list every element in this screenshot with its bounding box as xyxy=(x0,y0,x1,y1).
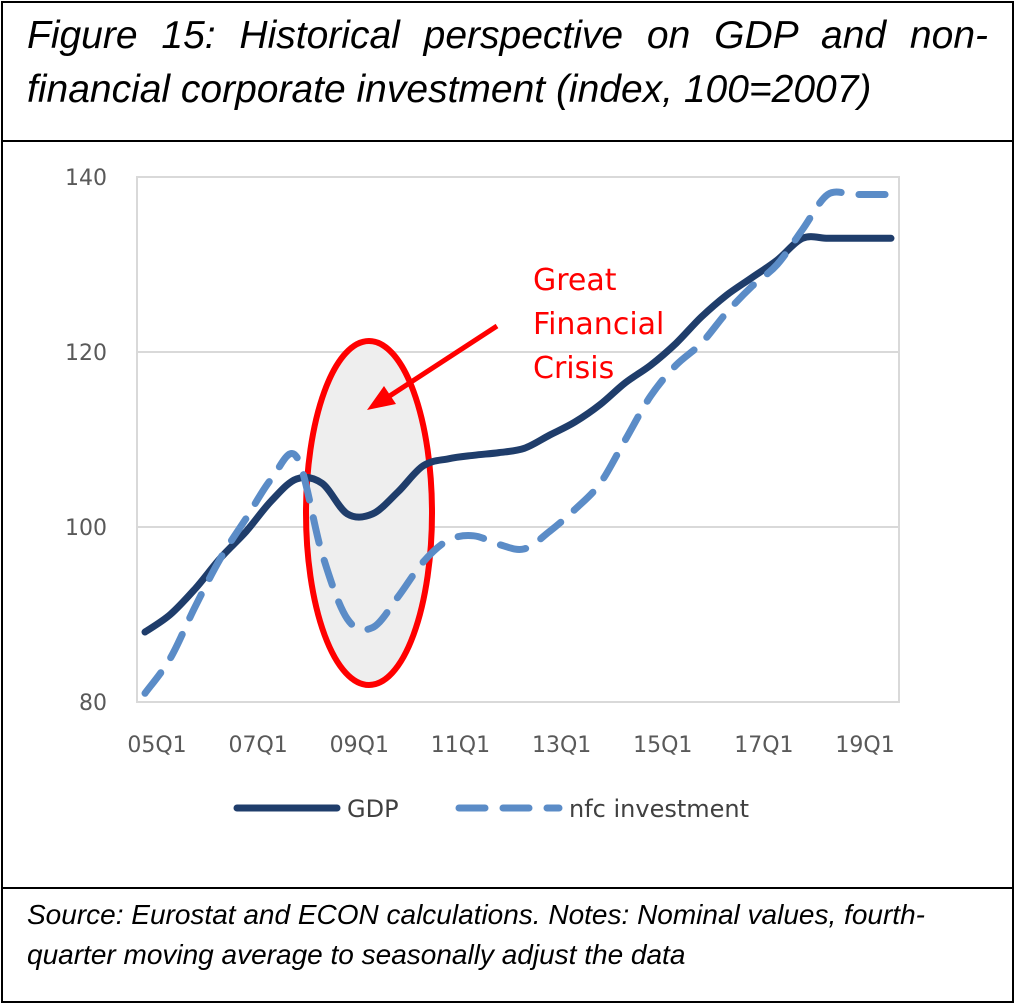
x-tick-label: 15Q1 xyxy=(633,733,692,758)
series-line-gdp xyxy=(141,233,895,636)
source-box: Source: Eurostat and ECON calculations. … xyxy=(3,887,1012,1005)
line-chart: 80 100 120 140 05Q1 07Q1 09Q1 11Q1 13Q1 15Q1 17Q1… xyxy=(65,166,900,823)
y-tick-labels: 80 100 120 140 xyxy=(65,166,107,716)
source-note: Source: Eurostat and ECON calculations. … xyxy=(27,899,925,970)
legend: GDP nfc investment xyxy=(233,795,749,823)
series-lines xyxy=(141,188,895,697)
crisis-label: Great Financial Crisis xyxy=(533,263,664,386)
gridlines xyxy=(137,176,899,528)
y-tick-label: 120 xyxy=(65,341,107,366)
chart-area: 80 100 120 140 05Q1 07Q1 09Q1 11Q1 13Q1 15Q1 17Q1… xyxy=(3,142,1012,887)
x-tick-label: 11Q1 xyxy=(431,733,490,758)
x-tick-label: 13Q1 xyxy=(532,733,591,758)
y-tick-label: 80 xyxy=(79,691,107,716)
x-tick-label: 19Q1 xyxy=(835,733,894,758)
crisis-arrow xyxy=(367,323,499,410)
title-box: Figure 15: Historical perspective on GDP… xyxy=(3,3,1012,142)
y-tick-label: 140 xyxy=(65,166,107,191)
crisis-label-line: Financial xyxy=(533,307,664,342)
x-tick-label: 09Q1 xyxy=(330,733,389,758)
x-tick-label: 07Q1 xyxy=(228,733,287,758)
x-tick-labels: 05Q1 07Q1 09Q1 11Q1 13Q1 15Q1 17Q1 19Q1 xyxy=(127,733,894,758)
series-line-nfc-investment xyxy=(141,188,895,697)
arrow-shaft xyxy=(383,323,499,402)
crisis-label-line: Great xyxy=(533,263,617,298)
crisis-label-line: Crisis xyxy=(533,351,614,386)
figure-title: Figure 15: Historical perspective on GDP… xyxy=(27,14,988,111)
x-tick-label: 17Q1 xyxy=(734,733,793,758)
plot-border xyxy=(136,176,900,703)
legend-label: GDP xyxy=(347,795,399,823)
arrow-head xyxy=(367,386,396,410)
legend-label: nfc investment xyxy=(569,795,749,823)
x-tick-label: 05Q1 xyxy=(127,733,186,758)
y-tick-label: 100 xyxy=(65,516,107,541)
